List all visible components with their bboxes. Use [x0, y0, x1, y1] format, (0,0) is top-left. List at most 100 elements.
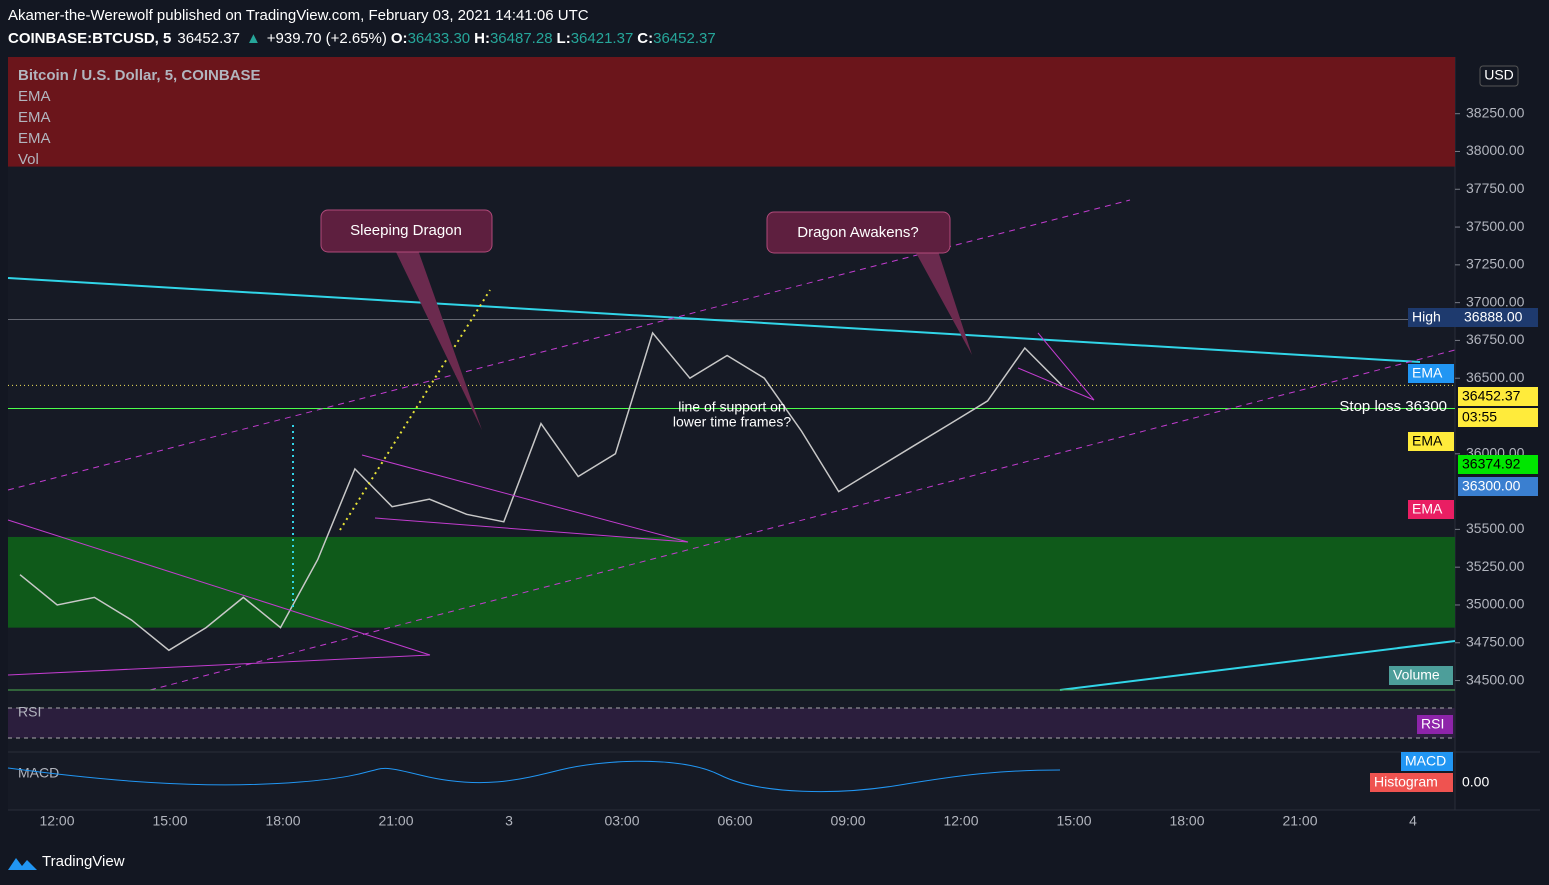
time-label: 18:00 [265, 813, 300, 829]
price-tag [1458, 387, 1538, 406]
price-label: 38000.00 [1466, 142, 1525, 158]
price-tag-value: 36888.00 [1464, 309, 1523, 325]
price-tag-text: High [1412, 309, 1441, 325]
pennant-line [1017, 367, 1095, 401]
triangle-line [7, 654, 431, 676]
quote: C: [637, 30, 653, 47]
quote: 36433.30 [408, 30, 471, 47]
legend-item: Vol [18, 151, 39, 168]
price-label: 35000.00 [1466, 596, 1525, 612]
callout-tail [915, 251, 972, 355]
price-tag [1401, 752, 1453, 771]
price-tag-text: 36300.00 [1462, 478, 1521, 494]
quote: 36452.37 [177, 30, 240, 47]
quote: L: [557, 30, 571, 47]
triangle-line [7, 519, 431, 656]
logo [8, 858, 37, 870]
annotation: Dragon Awakens? [797, 224, 918, 241]
price-tag [1408, 364, 1454, 383]
price-label: 36500.00 [1466, 369, 1525, 385]
price-line [19, 331, 1063, 652]
legend-item: EMA [18, 109, 51, 126]
pennant-line [361, 454, 689, 543]
price-tag [1408, 500, 1454, 519]
legend-item: EMA [18, 88, 51, 105]
price-tag-text: EMA [1412, 365, 1443, 381]
price-label: 38250.00 [1466, 104, 1525, 120]
price-tag [1408, 308, 1538, 327]
price-tag-text: 0.00 [1462, 774, 1489, 790]
quote: H: [474, 30, 490, 47]
price-tag [1458, 408, 1538, 427]
time-label: 06:00 [717, 813, 752, 829]
price-label: 35500.00 [1466, 520, 1525, 536]
quote: O: [391, 30, 408, 47]
currency-box [1479, 65, 1519, 87]
quote: 36487.28 [490, 30, 553, 47]
currency: USD [1484, 67, 1514, 83]
price-tag-text: EMA [1412, 501, 1443, 517]
price-label: 37000.00 [1466, 293, 1525, 309]
time-label: 3 [505, 813, 513, 829]
price-label: 34500.00 [1466, 671, 1525, 687]
time-label: 03:00 [604, 813, 639, 829]
chart-area [8, 57, 1455, 810]
time-label: 09:00 [830, 813, 865, 829]
price-tag [1370, 773, 1453, 792]
price-tag-text: 36374.92 [1462, 456, 1521, 472]
resistance-line [7, 277, 1421, 363]
supply-zone [8, 57, 1455, 167]
time-label: 12:00 [39, 813, 74, 829]
callout [320, 209, 493, 253]
time-label: 21:00 [1282, 813, 1317, 829]
pane-label: MACD [18, 765, 59, 781]
callout-tail [395, 250, 482, 430]
price-tag-text: Volume [1393, 667, 1440, 683]
quote: 36452.37 [653, 30, 716, 47]
quote: 36421.37 [571, 30, 634, 47]
quote: ▲ [246, 30, 261, 47]
price-label: 37250.00 [1466, 256, 1525, 272]
price-tag [1417, 715, 1453, 734]
trend-line [1059, 640, 1456, 691]
price-tag [1408, 432, 1454, 451]
projection [339, 289, 491, 531]
price-tag [1458, 477, 1538, 496]
time-label: 18:00 [1169, 813, 1204, 829]
brand-logo [8, 858, 37, 870]
time-label: 15:00 [152, 813, 187, 829]
quote: +939.70 (+2.65%) [267, 30, 387, 47]
brand: TradingView [42, 853, 125, 870]
price-tag-text: EMA [1412, 433, 1443, 449]
callout [766, 211, 951, 254]
annotation: lower time frames? [673, 414, 791, 430]
pennant-line [374, 517, 689, 543]
demand-zone [8, 536, 1455, 628]
price-label: 35250.00 [1466, 558, 1525, 574]
annotation: line of support on [678, 399, 785, 415]
time-label: 4 [1409, 813, 1417, 829]
time-label: 15:00 [1056, 813, 1091, 829]
quote: COINBASE:BTCUSD, 5 [8, 30, 171, 47]
rsi-band [8, 708, 1455, 738]
pennant-line [1037, 332, 1095, 401]
price-tag [1389, 666, 1453, 685]
legend-item: EMA [18, 130, 51, 147]
price-label: 37750.00 [1466, 180, 1525, 196]
price-tag-text: MACD [1405, 753, 1446, 769]
pane-label: RSI [18, 704, 41, 720]
channel-line [149, 349, 1456, 691]
price-tag-text: 03:55 [1462, 409, 1497, 425]
price-label: 36750.00 [1466, 331, 1525, 347]
price-label: 34750.00 [1466, 633, 1525, 649]
time-label: 21:00 [378, 813, 413, 829]
price-tag-text: 36452.37 [1462, 388, 1521, 404]
annotation: Stop loss 36300 [1339, 398, 1447, 415]
price-tag-text: Histogram [1374, 774, 1438, 790]
publisher: Akamer-the-Werewolf published on Trading… [8, 7, 589, 24]
macd-line [7, 760, 1061, 793]
price-tag-text: RSI [1421, 716, 1444, 732]
annotation: Sleeping Dragon [350, 222, 462, 239]
